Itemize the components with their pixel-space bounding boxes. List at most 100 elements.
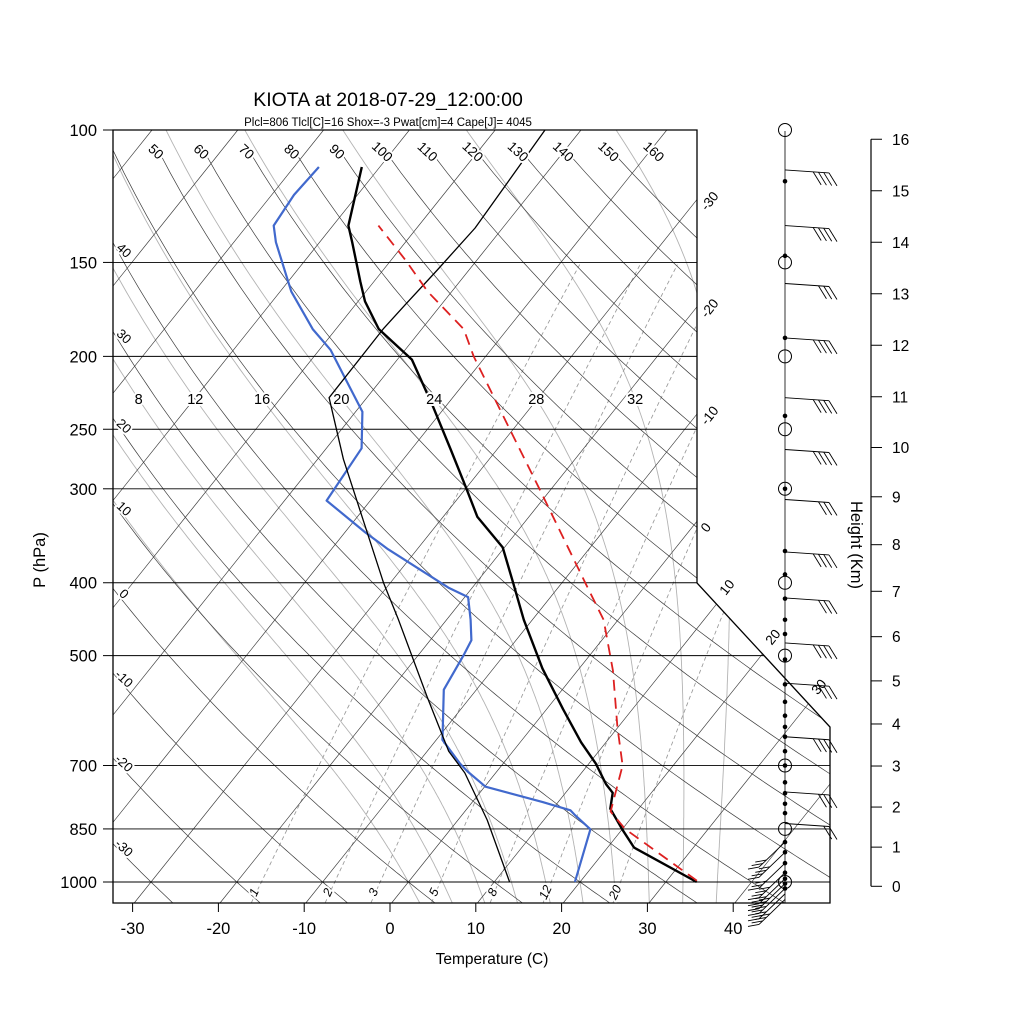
svg-text:9: 9	[892, 489, 901, 506]
wind-barb	[784, 337, 838, 355]
wind-barb	[784, 449, 838, 466]
wind-barb	[747, 893, 786, 922]
svg-text:700: 700	[69, 758, 97, 776]
svg-text:12: 12	[536, 883, 555, 902]
svg-text:0: 0	[698, 520, 714, 535]
svg-text:-10: -10	[112, 667, 136, 691]
temperature-axis-title: Temperature (C)	[436, 951, 549, 968]
wind-barb	[784, 283, 838, 300]
svg-text:20: 20	[114, 416, 135, 437]
svg-text:3: 3	[892, 759, 901, 776]
pressure-gridlines	[113, 130, 830, 883]
svg-text:20: 20	[333, 392, 349, 408]
svg-text:12: 12	[187, 392, 203, 408]
svg-text:130: 130	[505, 139, 532, 165]
wind-barb	[784, 499, 838, 516]
chart-subtitle: Plcl=806 Tlcl[C]=16 Shox=-3 Pwat[cm]=4 C…	[244, 117, 532, 129]
svg-text:2: 2	[892, 800, 901, 817]
svg-text:-30: -30	[121, 920, 145, 938]
wind-barb	[747, 851, 786, 880]
wind-barb	[784, 642, 838, 660]
svg-text:0: 0	[385, 920, 394, 938]
svg-text:13: 13	[892, 286, 909, 303]
svg-text:-30: -30	[698, 189, 722, 214]
svg-text:90: 90	[326, 141, 347, 162]
svg-text:10: 10	[716, 577, 737, 598]
wind-barb	[784, 169, 838, 187]
svg-text:16: 16	[254, 392, 270, 408]
wind-barb	[747, 883, 786, 912]
svg-text:5: 5	[426, 886, 442, 898]
wind-barb	[784, 551, 838, 569]
svg-text:300: 300	[69, 481, 97, 499]
svg-text:0: 0	[116, 586, 132, 602]
svg-text:8: 8	[135, 392, 143, 408]
svg-text:1: 1	[246, 886, 262, 898]
svg-text:140: 140	[550, 139, 577, 165]
svg-text:850: 850	[69, 821, 97, 839]
svg-text:20: 20	[762, 627, 783, 648]
svg-text:15: 15	[892, 183, 909, 200]
dewpoint-curve	[272, 166, 592, 883]
svg-text:10: 10	[114, 498, 135, 519]
svg-text:10: 10	[467, 920, 485, 938]
svg-text:5: 5	[892, 673, 901, 690]
svg-text:-30: -30	[112, 836, 136, 860]
svg-text:20: 20	[552, 920, 570, 938]
svg-text:40: 40	[114, 240, 135, 261]
wind-barb	[784, 823, 838, 840]
svg-text:160: 160	[640, 139, 667, 165]
svg-text:20: 20	[606, 883, 625, 902]
chart-title: KIOTA at 2018-07-29_12:00:00	[253, 89, 523, 111]
svg-text:3: 3	[366, 886, 382, 898]
svg-text:30: 30	[638, 920, 656, 938]
svg-text:-20: -20	[112, 751, 136, 775]
svg-text:30: 30	[114, 326, 135, 347]
svg-text:100: 100	[69, 122, 97, 140]
svg-text:14: 14	[892, 235, 910, 252]
svg-text:-20: -20	[206, 920, 230, 938]
svg-text:40: 40	[724, 920, 742, 938]
secondary-profile-curve	[328, 130, 546, 883]
svg-text:-10: -10	[698, 403, 722, 428]
svg-text:8: 8	[485, 886, 501, 898]
svg-text:120: 120	[459, 139, 486, 165]
wind-barb	[784, 682, 838, 700]
svg-text:4: 4	[892, 716, 901, 733]
svg-text:12: 12	[892, 338, 909, 355]
wind-barb	[784, 736, 838, 753]
wind-barb	[784, 791, 838, 809]
svg-text:7: 7	[892, 584, 901, 601]
svg-text:400: 400	[69, 575, 97, 593]
svg-text:2: 2	[320, 886, 336, 899]
svg-text:6: 6	[892, 629, 901, 646]
height-axis-title: Height (Km)	[847, 501, 865, 589]
svg-text:150: 150	[595, 139, 622, 165]
pressure-axis: 100 150 200 250 300 400 500 700 850 1000	[60, 122, 113, 892]
svg-text:32: 32	[627, 392, 643, 408]
parcel-curve	[377, 225, 698, 882]
svg-text:8: 8	[892, 537, 901, 554]
svg-text:100: 100	[369, 139, 396, 165]
svg-text:11: 11	[892, 389, 908, 406]
plot-frame	[112, 129, 831, 904]
temperature-curve	[347, 166, 698, 884]
svg-text:150: 150	[69, 254, 97, 272]
svg-text:1: 1	[892, 840, 901, 857]
svg-text:10: 10	[892, 440, 910, 457]
svg-text:250: 250	[69, 421, 97, 439]
moist-adiabat-grid	[113, 130, 731, 903]
sounding-curves	[272, 130, 698, 884]
wind-barb	[784, 397, 838, 414]
svg-text:1000: 1000	[60, 874, 97, 892]
temperature-axis: -30 -20 -10 0 10 20 30 40	[121, 903, 742, 938]
wind-barb	[784, 225, 838, 242]
svg-text:24: 24	[426, 392, 442, 408]
wind-barb	[747, 862, 786, 891]
svg-text:28: 28	[528, 392, 544, 408]
wind-barb	[747, 899, 786, 927]
svg-text:500: 500	[69, 648, 97, 666]
svg-text:0: 0	[892, 879, 901, 896]
